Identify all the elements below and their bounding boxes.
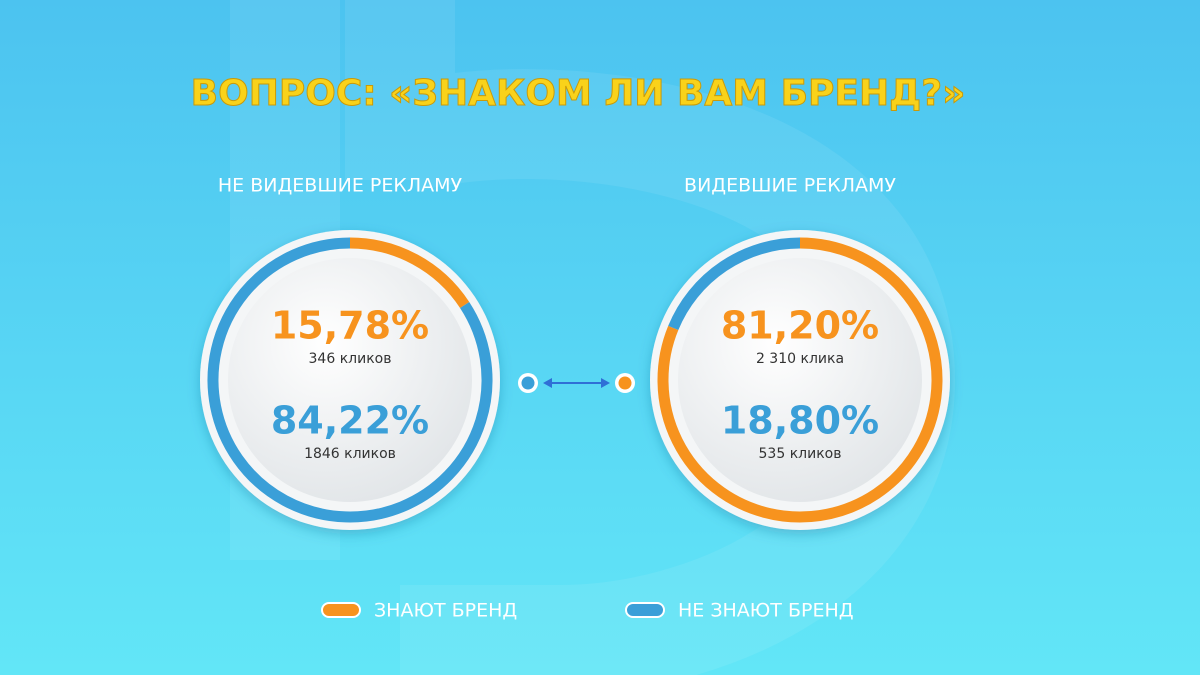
legend-label: НЕ ЗНАЮТ БРЕНД [678,600,854,622]
percent-label: 81,20% [721,304,879,348]
ring-segment [657,237,943,523]
connector-dot [618,376,632,390]
clicks-label: 2 310 клика [756,351,844,367]
legend-swatch [625,602,665,618]
connector [518,373,635,393]
clicks-label: 535 кликов [759,446,842,462]
percent-label: 18,80% [721,399,879,443]
connector-dot [521,376,535,390]
chart-subtitle: НЕ ВИДЕВШИЕ РЕКЛАМУ [218,175,463,197]
ring-segment [349,237,470,309]
clicks-label: 1846 кликов [304,446,396,462]
percent-label: 84,22% [271,399,429,443]
percent-label: 15,78% [271,304,429,348]
clicks-label: 346 кликов [309,351,392,367]
chart-subtitle: ВИДЕВШИЕ РЕКЛАМУ [684,175,896,197]
ring-segment [668,237,801,331]
ring-inner [678,258,922,502]
legend-swatch [321,602,361,618]
title: ВОПРОС: «ЗНАКОМ ЛИ ВАМ БРЕНД?» [191,73,966,114]
ring-inner [228,258,472,502]
ring-segment [207,237,493,523]
legend-label: ЗНАЮТ БРЕНД [374,600,517,622]
